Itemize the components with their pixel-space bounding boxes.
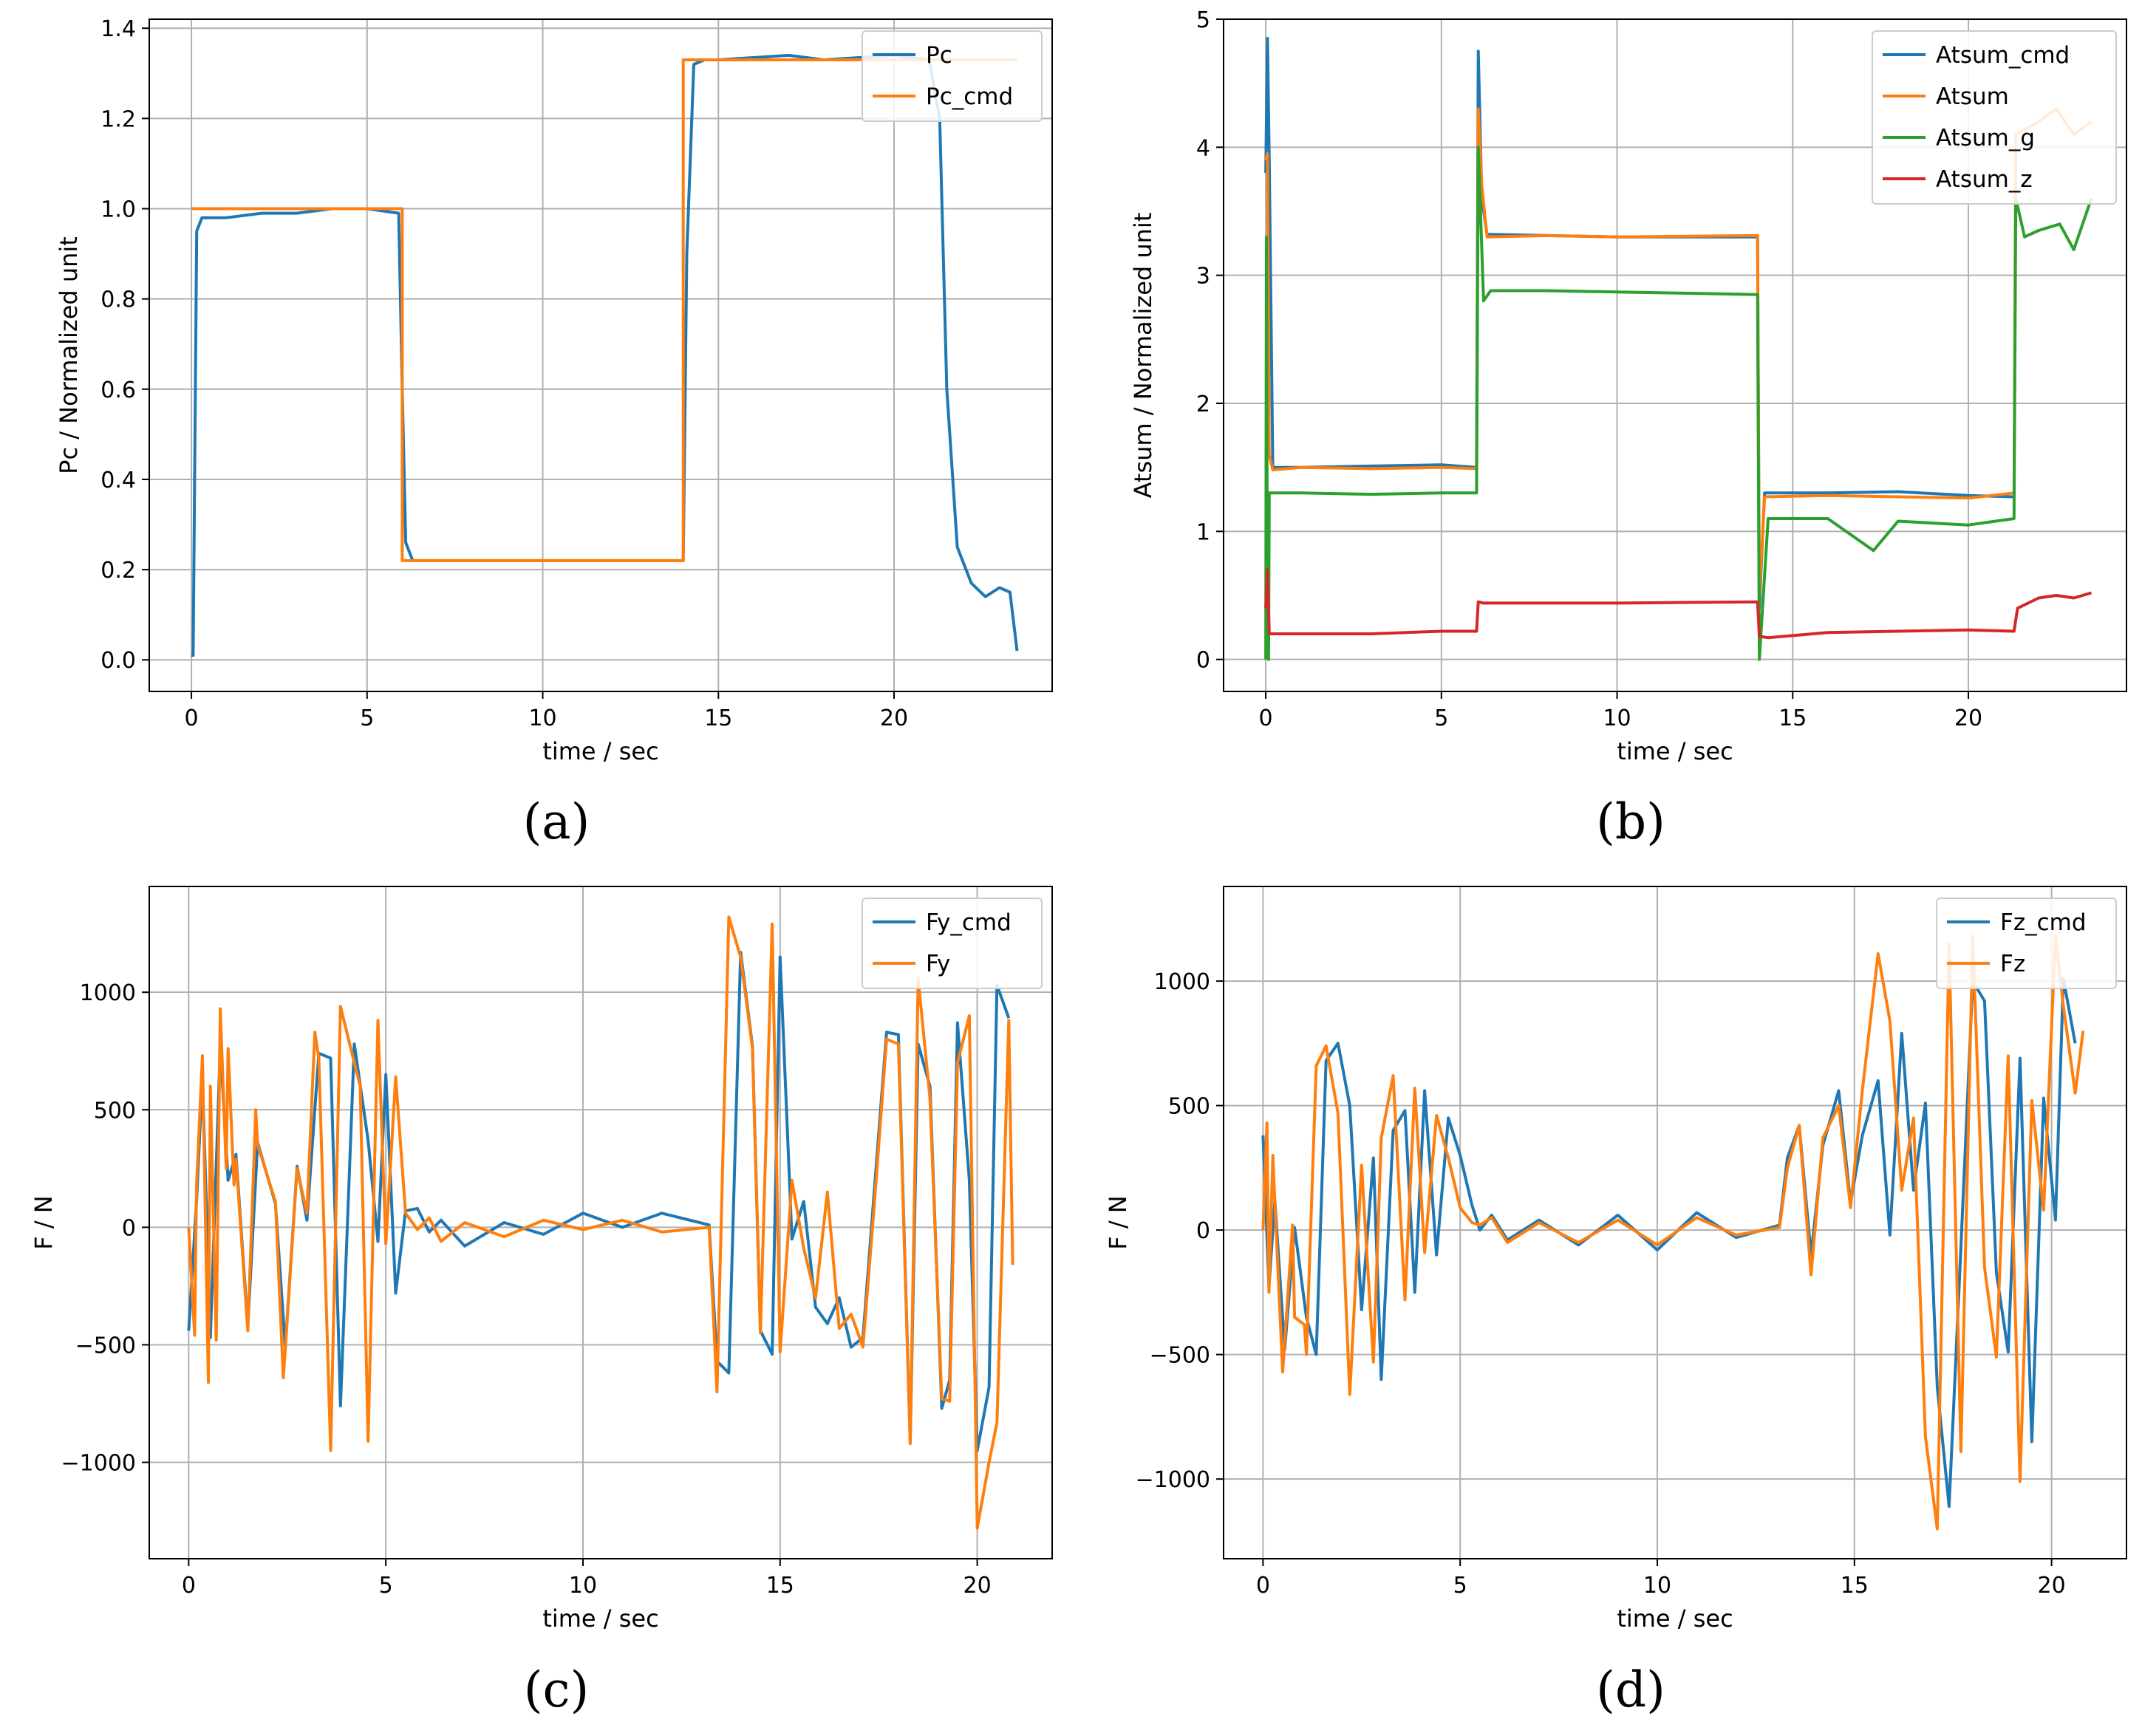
legend-entry: Pc_cmd xyxy=(926,83,1013,110)
panel-caption: (b) xyxy=(1596,793,1665,850)
x-tick-label: 15 xyxy=(1841,1573,1869,1599)
x-tick-label: 0 xyxy=(1256,1573,1270,1599)
legend-box xyxy=(1872,30,2117,205)
x-axis-label: time / sec xyxy=(1617,737,1733,765)
y-axis-label: Pc / Normalized unit xyxy=(55,236,83,474)
y-tick-label: 1.4 xyxy=(100,16,136,42)
y-tick-label: 0.4 xyxy=(100,468,136,493)
y-tick-label: 2 xyxy=(1196,392,1210,417)
x-tick-label: 0 xyxy=(185,705,199,731)
y-tick-label: 3 xyxy=(1196,264,1210,290)
series-group xyxy=(187,915,1014,1530)
y-tick-label: 0.0 xyxy=(100,648,136,674)
x-tick-label: 0 xyxy=(1259,705,1273,731)
series-group xyxy=(191,53,1019,657)
y-tick-label: −500 xyxy=(75,1333,136,1359)
series-line-fz xyxy=(1261,934,2085,1531)
x-tick-label: 5 xyxy=(1434,705,1448,731)
x-tick-label: 5 xyxy=(360,705,374,731)
y-tick-label: 0 xyxy=(122,1215,136,1241)
legend-entry: Fy xyxy=(926,951,950,977)
y-tick-label: 0.8 xyxy=(100,287,136,313)
series-line-fz-cmd xyxy=(1261,977,2077,1508)
y-tick-label: 1.0 xyxy=(100,197,136,223)
panel-caption: (c) xyxy=(524,1661,589,1718)
legend-entry: Atsum xyxy=(1936,83,2009,110)
x-tick-label: 20 xyxy=(963,1573,992,1599)
plot-frame xyxy=(1223,886,2127,1559)
series-line-fy-cmd xyxy=(187,951,1011,1452)
plot-frame xyxy=(149,886,1053,1559)
y-axis-label: F / N xyxy=(1104,1195,1132,1249)
series-line-fy xyxy=(187,915,1014,1530)
x-tick-label: 5 xyxy=(379,1573,393,1599)
y-tick-label: 500 xyxy=(1168,1094,1210,1120)
y-tick-label: 0.6 xyxy=(100,377,136,403)
series-group xyxy=(1261,934,2085,1531)
y-tick-label: 5 xyxy=(1196,7,1210,33)
y-tick-label: 1000 xyxy=(80,980,136,1006)
y-tick-label: 1.2 xyxy=(100,106,136,132)
x-tick-label: 10 xyxy=(569,1573,597,1599)
x-tick-label: 20 xyxy=(2038,1573,2066,1599)
x-tick-label: 5 xyxy=(1453,1573,1467,1599)
panel-caption: (d) xyxy=(1596,1661,1665,1718)
x-tick-label: 15 xyxy=(1778,705,1807,731)
y-tick-label: −500 xyxy=(1150,1343,1210,1369)
x-tick-label: 15 xyxy=(704,705,732,731)
x-axis-label: time / sec xyxy=(542,1605,658,1633)
x-tick-label: 10 xyxy=(1603,705,1631,731)
x-tick-label: 20 xyxy=(880,705,908,731)
y-axis-label: F / N xyxy=(30,1195,58,1249)
y-tick-label: −1000 xyxy=(1136,1467,1210,1493)
panel-b-atsum-chart: 0 5 10 15 20 0 1 2 3 4 5 time / sec Atsum / Normaliz… xyxy=(1129,7,2127,850)
y-tick-label: −1000 xyxy=(61,1451,136,1477)
x-tick-label: 20 xyxy=(1954,705,1982,731)
y-tick-label: 500 xyxy=(94,1098,136,1124)
series-line-atsum-g xyxy=(1264,146,2093,661)
panel-a-pc-chart: 0 5 10 15 20 0.0 0.2 0.4 0.6 0.8 1.0 1.2 1.4 time / s… xyxy=(55,16,1053,850)
series-line-pc-cmd xyxy=(191,58,1017,562)
legend-entry: Atsum_z xyxy=(1936,166,2033,193)
x-tick-label: 15 xyxy=(766,1573,794,1599)
x-axis-label: time / sec xyxy=(542,737,658,765)
y-tick-label: 1 xyxy=(1196,519,1210,545)
legend-entry: Fz_cmd xyxy=(2000,909,2087,936)
legend: Fy_cmd Fy xyxy=(862,898,1043,989)
legend-entry: Fy_cmd xyxy=(926,909,1012,936)
legend: Atsum_cmd Atsum Atsum_g Atsum_z xyxy=(1872,30,2117,205)
y-tick-label: 1000 xyxy=(1154,969,1210,995)
plot-frame xyxy=(1223,18,2127,692)
x-axis-label: time / sec xyxy=(1617,1605,1733,1633)
y-tick-label: 0 xyxy=(1196,1218,1210,1244)
x-tick-label: 0 xyxy=(182,1573,196,1599)
plot-frame xyxy=(149,18,1053,692)
y-tick-label: 0.2 xyxy=(100,558,136,584)
x-tick-label: 10 xyxy=(1643,1573,1671,1599)
y-tick-label: 4 xyxy=(1196,135,1210,161)
panel-d-fz-chart: 0 5 10 15 20 −1000 −500 0 500 1000 time / sec F / N… xyxy=(1104,886,2127,1718)
x-tick-label: 10 xyxy=(528,705,556,731)
legend-entry: Pc xyxy=(926,42,952,69)
y-tick-label: 0 xyxy=(1196,648,1210,674)
series-line-pc xyxy=(191,53,1019,657)
legend: Pc Pc_cmd xyxy=(862,30,1043,122)
legend-entry: Atsum_g xyxy=(1936,125,2035,151)
panel-caption: (a) xyxy=(523,793,590,850)
legend: Fz_cmd Fz xyxy=(1936,898,2117,989)
series-line-atsum-z xyxy=(1264,568,2092,640)
legend-entry: Fz xyxy=(2000,951,2025,977)
legend-entry: Atsum_cmd xyxy=(1936,42,2070,69)
y-axis-label: Atsum / Normalized unit xyxy=(1129,213,1157,499)
panel-c-fy-chart: 0 5 10 15 20 −1000 −500 0 500 1000 time / sec F / N… xyxy=(30,886,1053,1718)
